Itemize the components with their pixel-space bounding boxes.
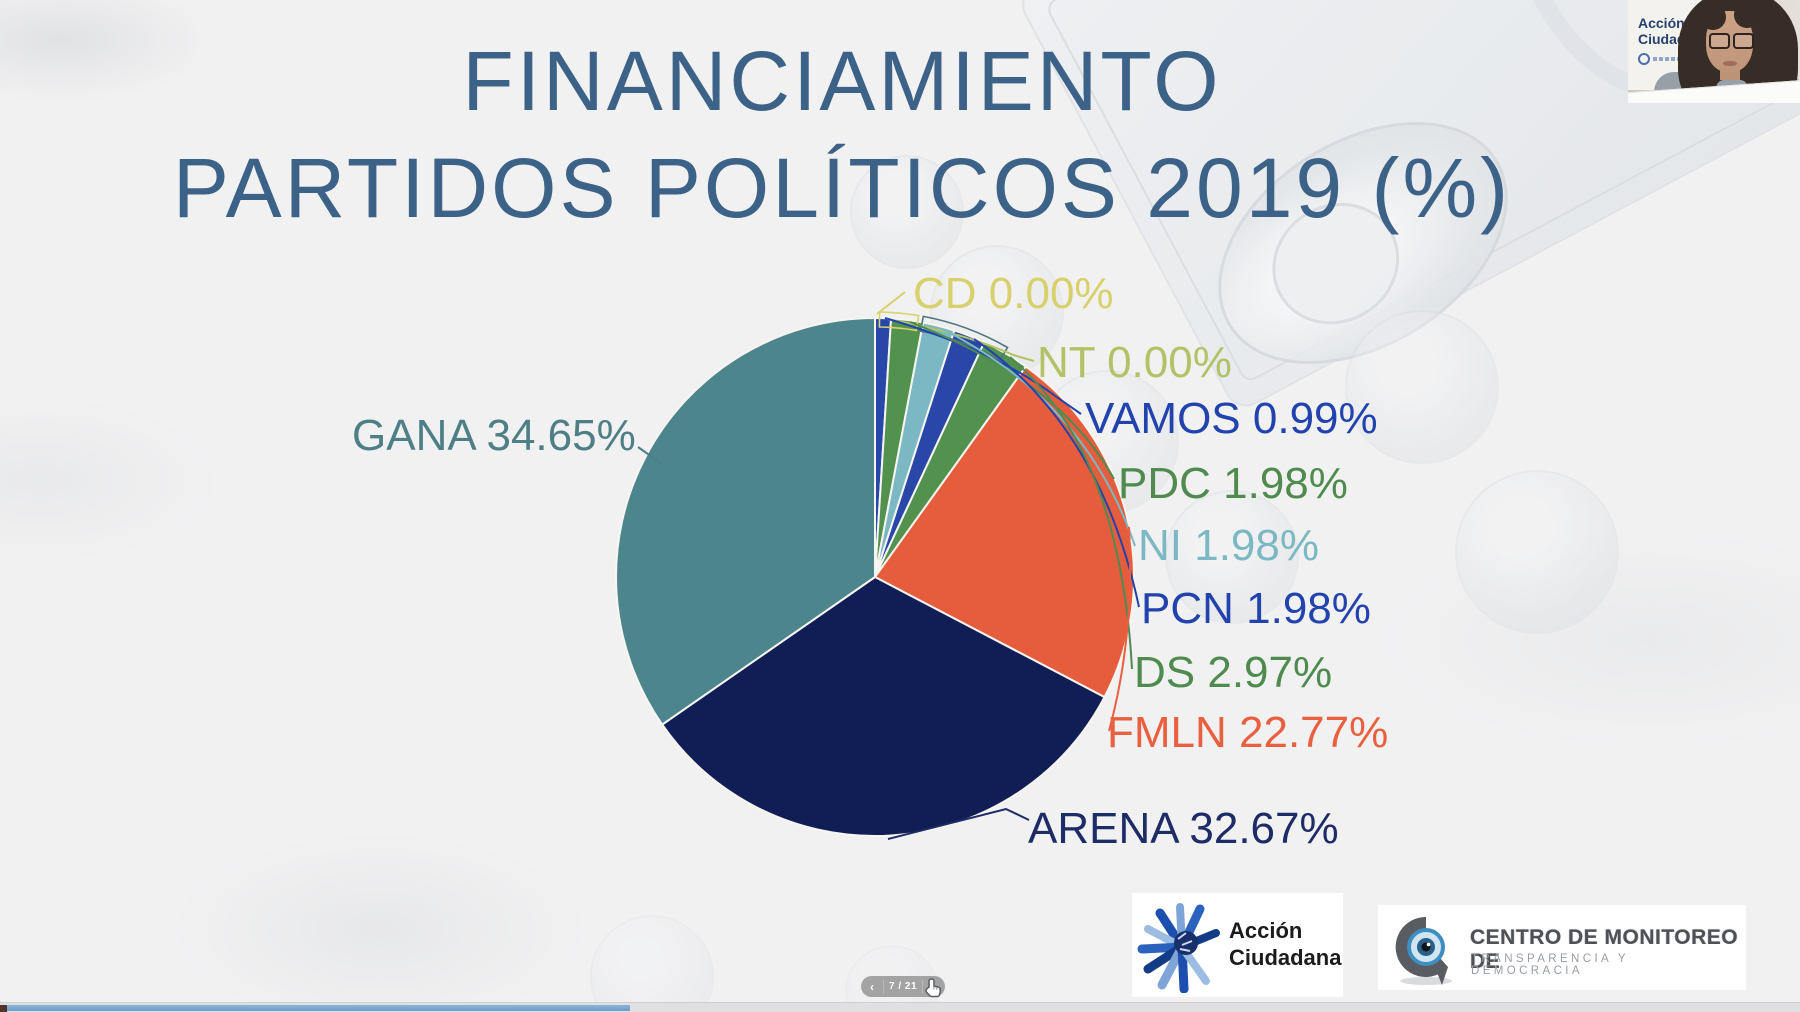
player-progress-played — [0, 1005, 630, 1011]
centro-logo-line1: CENTRO DE MONITOREO DE — [1470, 926, 1739, 973]
coin-decoration — [1345, 310, 1499, 464]
centro-eye-icon — [1395, 916, 1452, 985]
mouse-cursor — [925, 978, 942, 998]
pager-prev-button[interactable]: ‹ — [861, 979, 884, 994]
leader-line-cd — [876, 291, 906, 315]
leader-line-arena — [887, 807, 1030, 840]
glasses-lens — [1709, 33, 1730, 49]
coin-decoration — [1165, 490, 1299, 624]
pie-slice-pdc — [874, 317, 925, 578]
coin-decoration — [850, 155, 964, 269]
accion-logo-line2: Ciudadana — [1229, 945, 1342, 970]
centro-monitoreo-logo: CENTRO DE MONITOREO DE TRANSPARENCIA Y D… — [1378, 905, 1746, 990]
leader-line-gana — [637, 446, 663, 465]
pie-label-pcn: PCN 1.98% — [1141, 584, 1371, 633]
speaker-glasses — [1709, 33, 1754, 49]
pie-slice-ni — [874, 321, 956, 578]
coin-decoration — [1455, 470, 1619, 634]
progress-origin-marker — [0, 1005, 7, 1012]
webcam-overlay[interactable]: Acción Ciudadana — [1628, 0, 1800, 103]
accion-starburst-icon — [1137, 903, 1220, 993]
coin-decoration — [590, 915, 714, 1012]
pie-label-vamos: VAMOS 0.99% — [1085, 394, 1378, 443]
leader-line-fmln — [1108, 526, 1132, 732]
slide-title-line2: PARTIDOS POLÍTICOS 2019 (%) — [172, 141, 1512, 235]
accion-logo-line1: Acción — [1229, 918, 1303, 943]
pie-label-ds: DS 2.97% — [1134, 648, 1333, 697]
slide-title: FINANCIAMIENTO PARTIDOS POLÍTICOS 2019 (… — [0, 28, 1742, 242]
pie-label-ni: NI 1.98% — [1138, 521, 1319, 570]
accion-logo-text: Acción Ciudadana — [1229, 917, 1341, 971]
glasses-lens — [1733, 33, 1754, 49]
player-progress-track[interactable] — [0, 1002, 1800, 1012]
speaker-mouth — [1723, 61, 1737, 66]
pager-page-indicator: 7 / 21 — [888, 981, 918, 992]
pie-label-fmln: FMLN 22.77% — [1107, 708, 1389, 757]
pie-label-pdc: PDC 1.98% — [1118, 459, 1348, 508]
slide-title-line1: FINANCIAMIENTO — [462, 34, 1222, 128]
pie-slice-arena — [660, 575, 1106, 837]
centro-logo-line2: TRANSPARENCIA Y DEMOCRACIA — [1471, 953, 1629, 977]
pie-label-gana: GANA 34.65% — [352, 411, 636, 460]
webcam-banner-line1: Acción — [1638, 15, 1685, 31]
pie-label-arena: ARENA 32.67% — [1028, 804, 1339, 853]
pie-slice-vamos — [874, 316, 893, 578]
accion-ciudadana-logo: Acción Ciudadana — [1132, 893, 1343, 997]
pie-label-nt: NT 0.00% — [1037, 338, 1232, 387]
banner-logo-icon — [1638, 53, 1650, 65]
pie-label-cd: CD 0.00% — [913, 269, 1114, 318]
pie-slice-gana — [615, 316, 876, 726]
